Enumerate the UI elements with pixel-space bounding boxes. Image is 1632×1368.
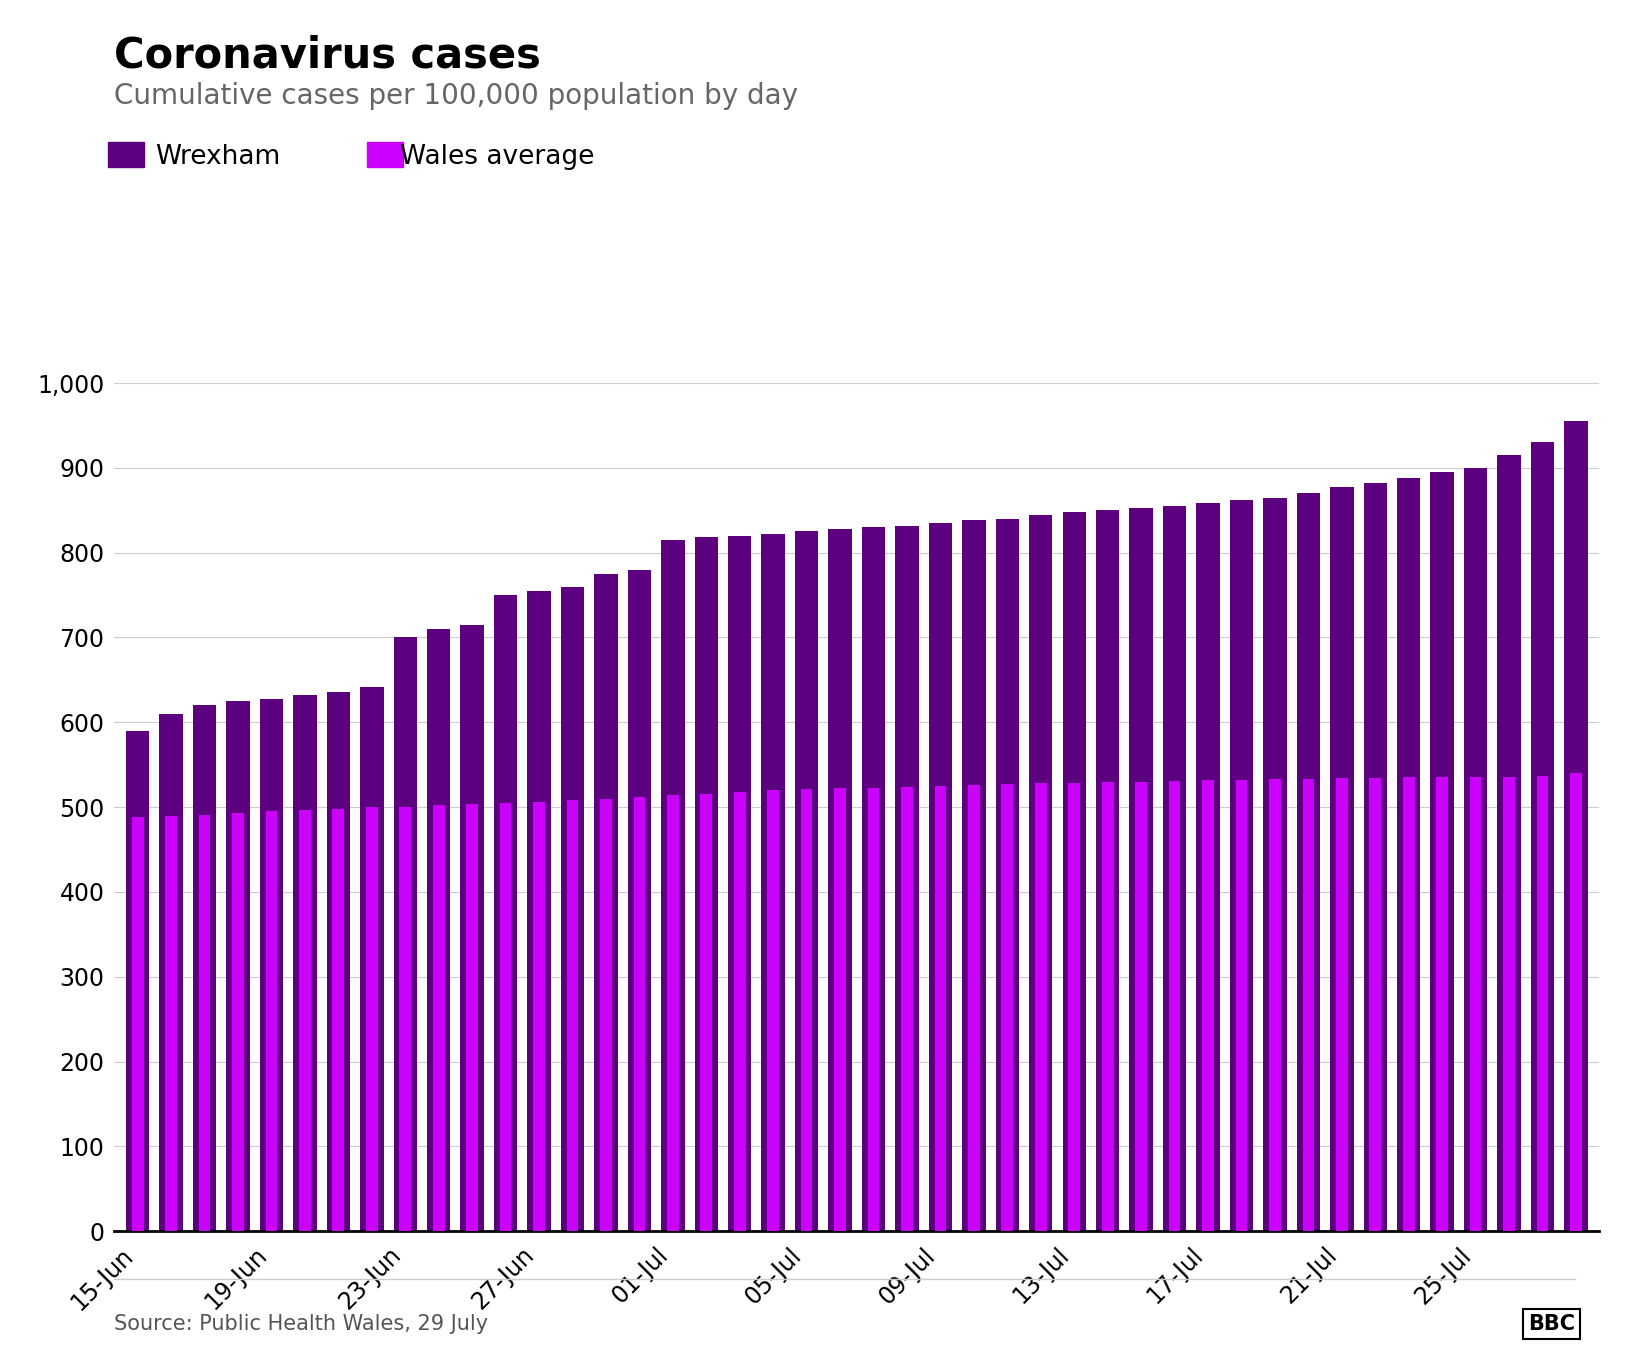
Bar [432, 806, 444, 1231]
Bar [801, 789, 813, 1231]
Bar [1203, 780, 1214, 1231]
Text: Source: Public Health Wales, 29 July: Source: Public Health Wales, 29 July [114, 1313, 488, 1334]
Bar [1136, 781, 1147, 1231]
Bar [829, 529, 852, 1231]
Bar [400, 807, 411, 1231]
Bar [1503, 777, 1514, 1231]
Bar [1570, 773, 1581, 1231]
Bar [333, 808, 344, 1231]
Bar [1563, 421, 1588, 1231]
Bar [1470, 777, 1482, 1231]
Bar [361, 687, 384, 1231]
Text: Wrexham: Wrexham [155, 144, 281, 170]
Bar [1062, 512, 1085, 1231]
Bar [594, 575, 617, 1231]
Bar [527, 591, 550, 1231]
Bar [1497, 456, 1521, 1231]
Text: Cumulative cases per 100,000 population by day: Cumulative cases per 100,000 population … [114, 82, 798, 109]
Bar [601, 799, 612, 1231]
Bar [1330, 487, 1353, 1231]
Bar [935, 785, 947, 1231]
Bar [494, 595, 517, 1231]
Bar [1231, 501, 1253, 1231]
Bar [1397, 477, 1420, 1231]
Text: BBC: BBC [1528, 1313, 1575, 1334]
Bar [467, 804, 478, 1231]
Bar [1129, 508, 1152, 1231]
Bar [968, 785, 979, 1231]
Bar [294, 695, 317, 1231]
Bar [901, 787, 912, 1231]
Bar [1030, 514, 1053, 1231]
Bar [566, 800, 578, 1231]
Bar [132, 817, 144, 1231]
Bar [299, 810, 310, 1231]
Bar [1364, 483, 1387, 1231]
Bar [1035, 784, 1046, 1231]
Bar [1002, 784, 1013, 1231]
Text: Coronavirus cases: Coronavirus cases [114, 34, 542, 77]
Bar [661, 540, 684, 1231]
Bar [1464, 468, 1487, 1231]
Bar [695, 538, 718, 1231]
Bar [667, 795, 679, 1231]
Bar [499, 803, 511, 1231]
Bar [1537, 776, 1549, 1231]
Bar [160, 714, 183, 1231]
Bar [259, 699, 284, 1231]
Bar [1302, 780, 1314, 1231]
Bar [1263, 498, 1286, 1231]
Bar [1369, 778, 1381, 1231]
Bar [193, 706, 217, 1231]
Bar [896, 525, 919, 1231]
Bar [1337, 778, 1348, 1231]
Bar [767, 791, 778, 1231]
Bar [700, 793, 712, 1231]
Bar [1404, 777, 1415, 1231]
Bar [1297, 494, 1320, 1231]
Bar [628, 569, 651, 1231]
Bar [428, 629, 450, 1231]
Bar [1196, 503, 1219, 1231]
Bar [762, 534, 785, 1231]
Bar [1531, 442, 1554, 1231]
Bar [868, 788, 880, 1231]
Bar [326, 692, 349, 1231]
Bar [534, 802, 545, 1231]
Bar [1102, 781, 1113, 1231]
Bar [561, 587, 584, 1231]
Bar [126, 731, 150, 1231]
Text: Wales average: Wales average [400, 144, 594, 170]
Bar [165, 815, 176, 1231]
Bar [862, 527, 885, 1231]
Bar [232, 813, 243, 1231]
Bar [1235, 780, 1247, 1231]
Bar [199, 815, 211, 1231]
Bar [963, 520, 986, 1231]
Bar [929, 523, 951, 1231]
Bar [1097, 510, 1120, 1231]
Bar [633, 798, 645, 1231]
Bar [227, 702, 250, 1231]
Bar [834, 788, 845, 1231]
Bar [1164, 506, 1186, 1231]
Bar [1169, 781, 1180, 1231]
Bar [1436, 777, 1448, 1231]
Bar [728, 536, 751, 1231]
Bar [266, 811, 277, 1231]
Bar [1270, 780, 1281, 1231]
Bar [460, 625, 483, 1231]
Bar [734, 792, 746, 1231]
Bar [393, 637, 416, 1231]
Bar [795, 532, 818, 1231]
Bar [1069, 782, 1080, 1231]
Bar [366, 807, 377, 1231]
Bar [996, 518, 1018, 1231]
Bar [1430, 472, 1454, 1231]
